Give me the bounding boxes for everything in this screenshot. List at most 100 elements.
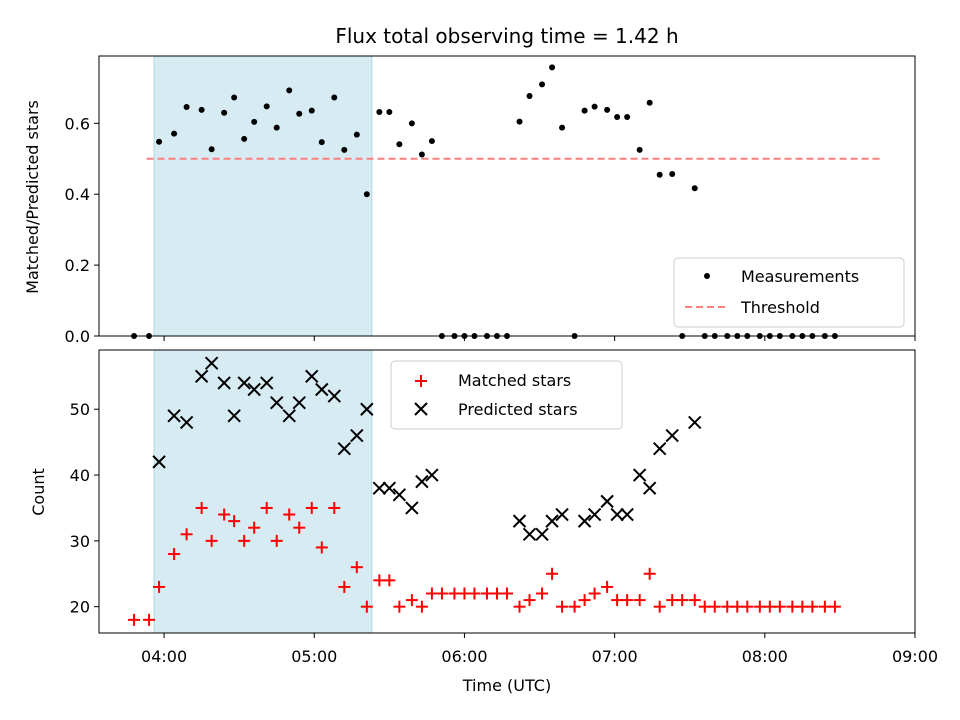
measurement-point	[581, 107, 588, 114]
x-tick-label: 04:00	[141, 647, 187, 666]
matched-star-point	[621, 594, 634, 607]
measurement-point	[156, 138, 163, 145]
x-stroke-b	[415, 474, 429, 489]
measurement-point	[559, 124, 566, 131]
predicted-star-point	[620, 507, 634, 522]
measurement-point	[353, 131, 360, 138]
matched-star-point	[818, 600, 831, 613]
predicted-star-point	[610, 507, 624, 522]
measurement-point	[363, 191, 370, 198]
x-stroke-b	[217, 376, 231, 390]
predicted-star-point	[545, 514, 559, 528]
measurement-point	[418, 151, 425, 158]
measurement-point	[296, 110, 303, 117]
predicted-star-point	[360, 402, 374, 416]
x-stroke-b	[600, 494, 614, 509]
predicted-star-point	[425, 468, 439, 482]
x-stroke-b	[555, 507, 569, 522]
matched-star-point	[666, 594, 679, 607]
x-stroke-b	[610, 507, 624, 522]
matched-star-point	[248, 521, 261, 534]
matched-star-point	[643, 567, 656, 580]
measurement-point	[221, 109, 228, 116]
x-stroke-b	[642, 481, 657, 495]
top-y-tick-label: 0.2	[65, 256, 90, 275]
x-stroke-b	[204, 356, 219, 370]
top-shaded-rect	[153, 55, 373, 337]
predicted-star-point	[247, 382, 261, 397]
matched-star-point	[260, 501, 273, 514]
predicted-star-point	[632, 468, 647, 482]
matched-star-point	[698, 600, 711, 613]
matched-star-point	[218, 508, 231, 521]
bottom-y-ticks: 20 30 40 50	[70, 400, 99, 617]
x-stroke-b	[535, 527, 549, 541]
matched-star-point	[688, 594, 701, 607]
measurement-point	[386, 109, 393, 115]
matched-star-point	[195, 501, 208, 514]
x-stroke-b	[620, 507, 634, 522]
x-stroke-b	[305, 369, 319, 384]
top-y-axis-label: Matched/Predicted stars	[23, 100, 42, 294]
measurement-point	[208, 146, 215, 153]
measurement-point	[183, 104, 190, 111]
matched-star-point	[180, 528, 193, 541]
predicted-star-point	[405, 501, 419, 515]
legend-predicted-label: Predicted stars	[458, 400, 578, 419]
top-y-tick-label: 0.4	[65, 185, 90, 204]
matched-star-point	[468, 587, 481, 600]
x-stroke-b	[382, 481, 397, 495]
matched-star-point	[238, 534, 251, 547]
predicted-star-point	[270, 395, 284, 410]
matched-star-point	[556, 600, 569, 613]
x-stroke-b	[315, 382, 329, 397]
x-stroke-b	[372, 481, 387, 495]
measurement-point	[604, 106, 611, 113]
legend-matched-label: Matched stars	[458, 371, 571, 390]
predicted-star-point	[555, 507, 569, 522]
matched-star-point	[315, 541, 328, 554]
matched-star-point	[270, 534, 283, 547]
matched-star-point	[373, 574, 386, 587]
x-stroke-b	[282, 409, 296, 423]
measurement-point	[376, 109, 383, 115]
matched-star-point	[676, 594, 689, 607]
predicted-star-point	[237, 376, 251, 390]
chart-title: Flux total observing time = 1.42 h	[335, 24, 678, 48]
matched-star-point	[143, 613, 156, 626]
measurement-point	[526, 93, 533, 100]
measurement-point	[516, 118, 523, 125]
x-stroke-b	[292, 395, 306, 410]
measurement-point	[273, 124, 280, 131]
matched-star-point	[501, 587, 513, 600]
x-stroke-b	[425, 468, 439, 482]
x-stroke-b	[577, 514, 592, 528]
bottom-x-ticks: 04:00 05:00 06:00 07:00 08:00 09:00	[141, 633, 938, 666]
predicted-star-point	[587, 507, 602, 522]
measurement-point	[591, 103, 598, 110]
matched-star-point	[480, 587, 493, 600]
x-tick-label: 08:00	[742, 647, 788, 666]
x-stroke-b	[179, 415, 194, 430]
matched-star-point	[228, 515, 241, 528]
measurement-point	[656, 171, 663, 178]
x-stroke-b	[405, 501, 419, 515]
x-stroke-b	[237, 376, 251, 390]
matched-star-point	[721, 600, 734, 613]
x-stroke-b	[587, 507, 602, 522]
matched-star-point	[205, 534, 218, 547]
x-stroke-b	[545, 514, 559, 528]
measurement-point	[636, 146, 643, 153]
matched-star-point	[536, 587, 549, 600]
matched-star-point	[283, 508, 296, 521]
x-tick-label: 07:00	[592, 647, 638, 666]
x-stroke-b	[337, 442, 352, 456]
matched-star-point	[753, 600, 766, 613]
predicted-star-point	[259, 376, 274, 390]
measurement-point	[331, 94, 338, 101]
matched-star-point	[806, 600, 819, 613]
bottom-y-tick-label: 40	[70, 466, 90, 485]
bottom-y-tick-label: 20	[70, 598, 90, 617]
legend-predicted-marker	[414, 402, 428, 416]
bottom-y-axis-label: Count	[29, 468, 48, 516]
